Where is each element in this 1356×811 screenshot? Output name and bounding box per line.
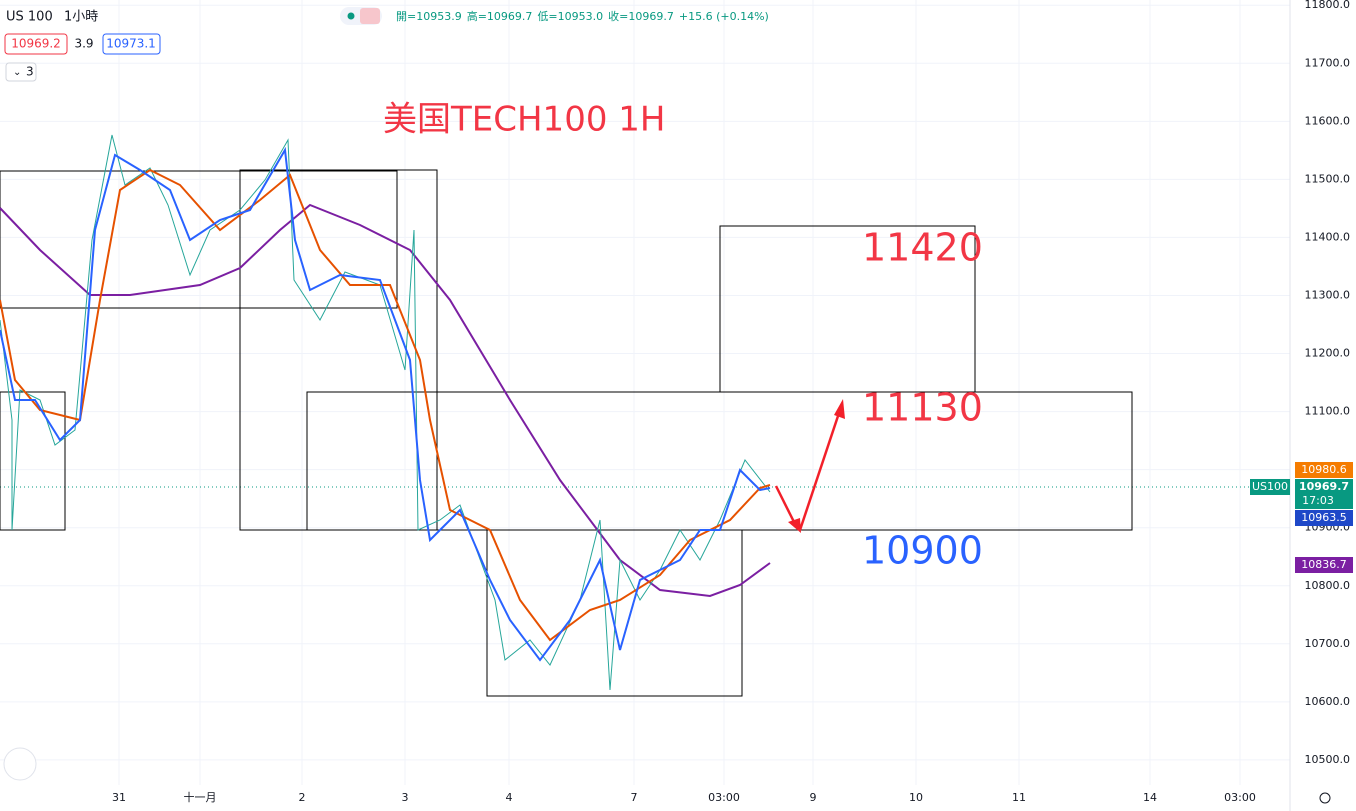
x-tick-label: 3 <box>402 791 409 804</box>
ohlc-value: 收=10969.7 <box>608 9 674 23</box>
y-tick-label: 10500.0 <box>1305 753 1351 766</box>
y-tick-label: 11500.0 <box>1305 172 1351 185</box>
y-tick-label: 11800.0 <box>1305 0 1351 11</box>
box <box>486 529 743 697</box>
x-tick-label: 9 <box>810 791 817 804</box>
spread: 3.9 <box>74 37 93 51</box>
ohlc-value: +15.6 (+0.14%) <box>679 10 769 23</box>
box <box>0 391 66 531</box>
ohlc-value: 低=10953.0 <box>537 10 603 23</box>
box <box>0 170 398 309</box>
chevron: ⌄ <box>13 67 21 78</box>
box <box>239 169 438 531</box>
tag <box>1295 462 1353 478</box>
settings-icon[interactable] <box>1319 792 1331 804</box>
bid[interactable]: 10969.2 <box>11 37 61 51</box>
x-tick-label: 03:00 <box>1224 791 1256 804</box>
y-tick-label: 10600.0 <box>1305 695 1351 708</box>
y-tick-label: 10800.0 <box>1305 579 1351 592</box>
y-tick-label: 10700.0 <box>1305 637 1351 650</box>
y-tick-label: 11100.0 <box>1305 405 1351 418</box>
x-tick-label: 31 <box>112 791 126 804</box>
price-line <box>0 146 771 662</box>
x-tick-label: 十一月 <box>184 790 217 804</box>
tag-ma-slow: 10836.7 <box>1301 558 1347 571</box>
ohlc-value: 開=10953.9 <box>396 10 462 23</box>
ma-fast <box>0 168 771 642</box>
indicator-count: 3 <box>26 65 34 79</box>
bid-box[interactable] <box>4 33 68 55</box>
x-tick-label: 14 <box>1143 791 1157 804</box>
box <box>306 391 1133 531</box>
ma-slow <box>0 203 771 598</box>
x-tick-label: 4 <box>506 791 513 804</box>
x-tick-label: 10 <box>909 791 923 804</box>
tag <box>1295 510 1353 526</box>
nav-button[interactable] <box>3 747 37 781</box>
level-label: 11130 <box>862 386 983 430</box>
level-label: 11420 <box>862 226 983 270</box>
status-dot <box>347 12 355 20</box>
y-tick-label: 11700.0 <box>1305 56 1351 69</box>
tag <box>1295 479 1353 509</box>
tag-countdown: 17:03 <box>1302 494 1334 507</box>
x-tick-label: 03:00 <box>708 791 740 804</box>
annotation-title: 美国TECH100 1H <box>383 100 665 140</box>
level-label: 10900 <box>862 529 983 573</box>
y-tick-label: 11300.0 <box>1305 288 1351 301</box>
tag-last: 10969.7 <box>1299 480 1349 493</box>
tag-symbol: US100 <box>1252 480 1288 493</box>
y-tick-label: 11600.0 <box>1305 114 1351 127</box>
ask-box[interactable] <box>102 33 161 55</box>
arrows <box>774 399 845 533</box>
indicator-toggle[interactable] <box>5 62 37 82</box>
tag <box>1295 557 1353 573</box>
x-tick-label: 2 <box>299 791 306 804</box>
tag-ma-fast: 10980.6 <box>1301 463 1347 476</box>
tag-ma-mid: 10963.5 <box>1301 511 1347 524</box>
y-tick-label: 11400.0 <box>1305 230 1351 243</box>
y-tick-label: 11200.0 <box>1305 347 1351 360</box>
status-icon <box>360 8 380 24</box>
interval[interactable]: 1小時 <box>64 10 98 25</box>
x-tick-label: 11 <box>1012 791 1026 804</box>
ask[interactable]: 10973.1 <box>106 37 156 51</box>
symbol[interactable]: US 100 <box>6 10 53 25</box>
tag <box>1250 479 1290 495</box>
x-tick-label: 7 <box>631 791 638 804</box>
ohlc-value: 高=10969.7 <box>467 9 533 23</box>
box <box>719 225 976 393</box>
